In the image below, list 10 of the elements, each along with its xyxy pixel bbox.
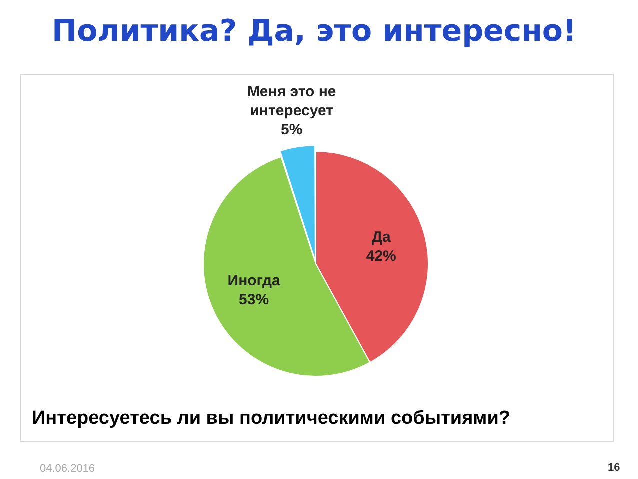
slice-label: Иногда [228, 272, 281, 290]
data-label: 42% [366, 248, 396, 265]
text: Интересуетесь ли вы политическими событиями? [32, 408, 510, 430]
slice-label: Да [372, 228, 392, 246]
slice-label: Меня это не интересует [247, 84, 336, 120]
chart-title: Политика? Да, это интересно! [52, 14, 577, 49]
text: 04.06.2016 [40, 463, 96, 475]
text: 16 [608, 462, 620, 474]
data-label: 5% [280, 122, 303, 139]
data-label: 53% [239, 291, 270, 308]
